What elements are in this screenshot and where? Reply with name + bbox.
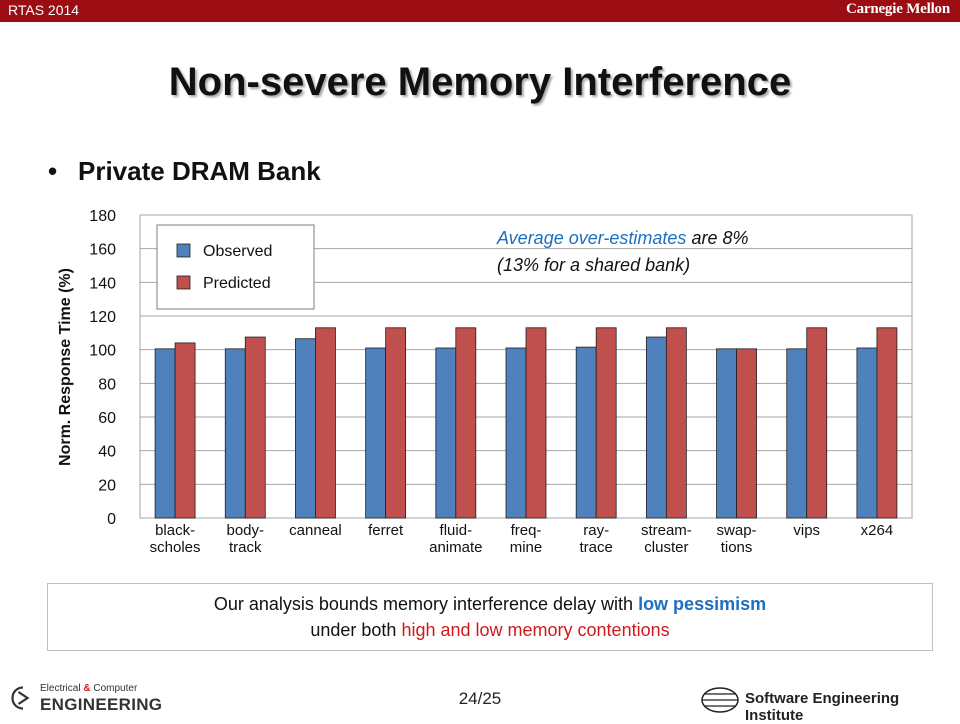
bar-predicted — [455, 327, 477, 519]
chart-legend: Observed Predicted — [156, 224, 315, 310]
bar-predicted — [595, 327, 617, 519]
x-tick-label: freq- — [511, 522, 542, 539]
bar-predicted — [315, 327, 336, 519]
ece-line2: ENGINEERING — [40, 695, 163, 714]
bar-observed — [295, 338, 316, 519]
bar-predicted — [876, 327, 898, 519]
y-tick-label: 60 — [98, 410, 116, 427]
legend-swatch-observed — [176, 243, 191, 258]
y-tick-label: 120 — [89, 309, 116, 326]
bar-predicted — [736, 348, 757, 519]
bar-observed — [505, 347, 527, 519]
ece-ampersand: & — [83, 683, 91, 694]
x-tick-label: vips — [793, 522, 820, 539]
bar-observed — [716, 348, 737, 519]
legend-label-observed: Observed — [203, 243, 272, 260]
conclusion-line2-text: under both — [310, 620, 402, 640]
y-axis-label: Norm. Response Time (%) — [57, 268, 74, 466]
x-tick-label: animate — [429, 539, 482, 556]
institution-logo-text: Carnegie Mellon — [845, 1, 950, 17]
slide-title: Non-severe Memory Interference — [168, 60, 792, 104]
y-tick-label: 180 — [89, 208, 116, 225]
bar-predicted — [525, 327, 547, 519]
x-tick-label: black- — [155, 522, 195, 539]
bullet-dot-icon: • — [48, 156, 58, 186]
annotation-highlight: Average over-estimates — [496, 228, 686, 248]
conclusion-line1-highlight: low pessimism — [638, 594, 767, 614]
x-tick-label: swap- — [717, 522, 757, 539]
legend-box — [156, 224, 315, 310]
conclusion-line1: Our analysis bounds memory interference … — [48, 591, 932, 617]
bullet-item: • Private DRAM Bank — [48, 156, 321, 187]
legend-swatch-predicted — [176, 275, 191, 290]
page-number: 24/25 — [458, 689, 502, 708]
y-axis-ticks: 0 20 40 60 80 100 120 140 160 180 — [89, 208, 116, 528]
y-tick-label: 40 — [98, 444, 116, 461]
y-tick-label: 140 — [89, 275, 116, 292]
bar-predicted — [174, 342, 196, 519]
conclusion-box: Our analysis bounds memory interference … — [47, 583, 933, 651]
x-tick-label: cluster — [644, 539, 688, 556]
y-tick-label: 100 — [89, 343, 116, 360]
bar-predicted — [244, 336, 266, 519]
ece-logo-icon — [11, 686, 30, 710]
bar-observed — [435, 347, 457, 519]
x-tick-label: mine — [510, 539, 543, 556]
bar-observed — [154, 348, 176, 519]
bar-predicted — [665, 327, 687, 519]
y-tick-label: 0 — [107, 511, 116, 528]
bar-observed — [365, 347, 387, 519]
conclusion-line2-highlight: high and low memory contentions — [401, 620, 670, 640]
y-tick-label: 20 — [98, 477, 116, 494]
x-tick-label: fluid- — [440, 522, 473, 539]
legend-label-predicted: Predicted — [203, 275, 271, 292]
x-tick-label: body- — [227, 522, 265, 539]
x-tick-label: stream- — [641, 522, 692, 539]
x-axis-ticks: black-scholes body-track canneal ferret flui… — [150, 522, 894, 556]
conclusion-line1-text: Our analysis bounds memory interference … — [213, 594, 639, 614]
y-tick-label: 80 — [98, 376, 116, 393]
bar-observed — [224, 348, 246, 519]
sei-logo-icon — [701, 687, 739, 713]
x-tick-label: canneal — [289, 522, 342, 539]
x-tick-label: scholes — [150, 539, 201, 556]
sei-label: Software Engineering Institute — [745, 690, 900, 724]
conference-label: RTAS 2014 — [8, 2, 80, 18]
conclusion-line2: under both high and low memory contentio… — [48, 617, 932, 643]
chart-annotation-line2: (13% for a shared bank) — [497, 255, 690, 275]
y-tick-label: 160 — [89, 242, 116, 259]
bar-observed — [575, 346, 597, 519]
bar-observed — [786, 348, 808, 519]
ece-word-computer: Computer — [90, 683, 138, 694]
x-tick-label: track — [229, 539, 262, 556]
chart-annotation-line1: Average over-estimates are 8% — [496, 228, 748, 248]
bar-chart: 0 20 40 60 80 100 120 140 160 180 Norm. Response … — [57, 208, 913, 556]
bar-observed — [645, 336, 667, 519]
bar-predicted — [385, 327, 407, 519]
header-bar: RTAS 2014 Carnegie Mellon — [0, 0, 960, 22]
x-tick-label: ray- — [583, 522, 609, 539]
annotation-rest: are 8% — [686, 228, 748, 248]
ece-word-electrical: Electrical — [40, 683, 84, 694]
bar-predicted — [806, 327, 828, 519]
x-tick-label: ferret — [368, 522, 404, 539]
x-tick-label: trace — [580, 539, 613, 556]
x-tick-label: tions — [721, 539, 753, 556]
ece-line1: Electrical & Computer — [40, 683, 137, 694]
bar-observed — [856, 347, 878, 519]
bullet-text: Private DRAM Bank — [78, 156, 321, 186]
chart-bars — [154, 327, 898, 519]
x-tick-label: x264 — [861, 522, 894, 539]
